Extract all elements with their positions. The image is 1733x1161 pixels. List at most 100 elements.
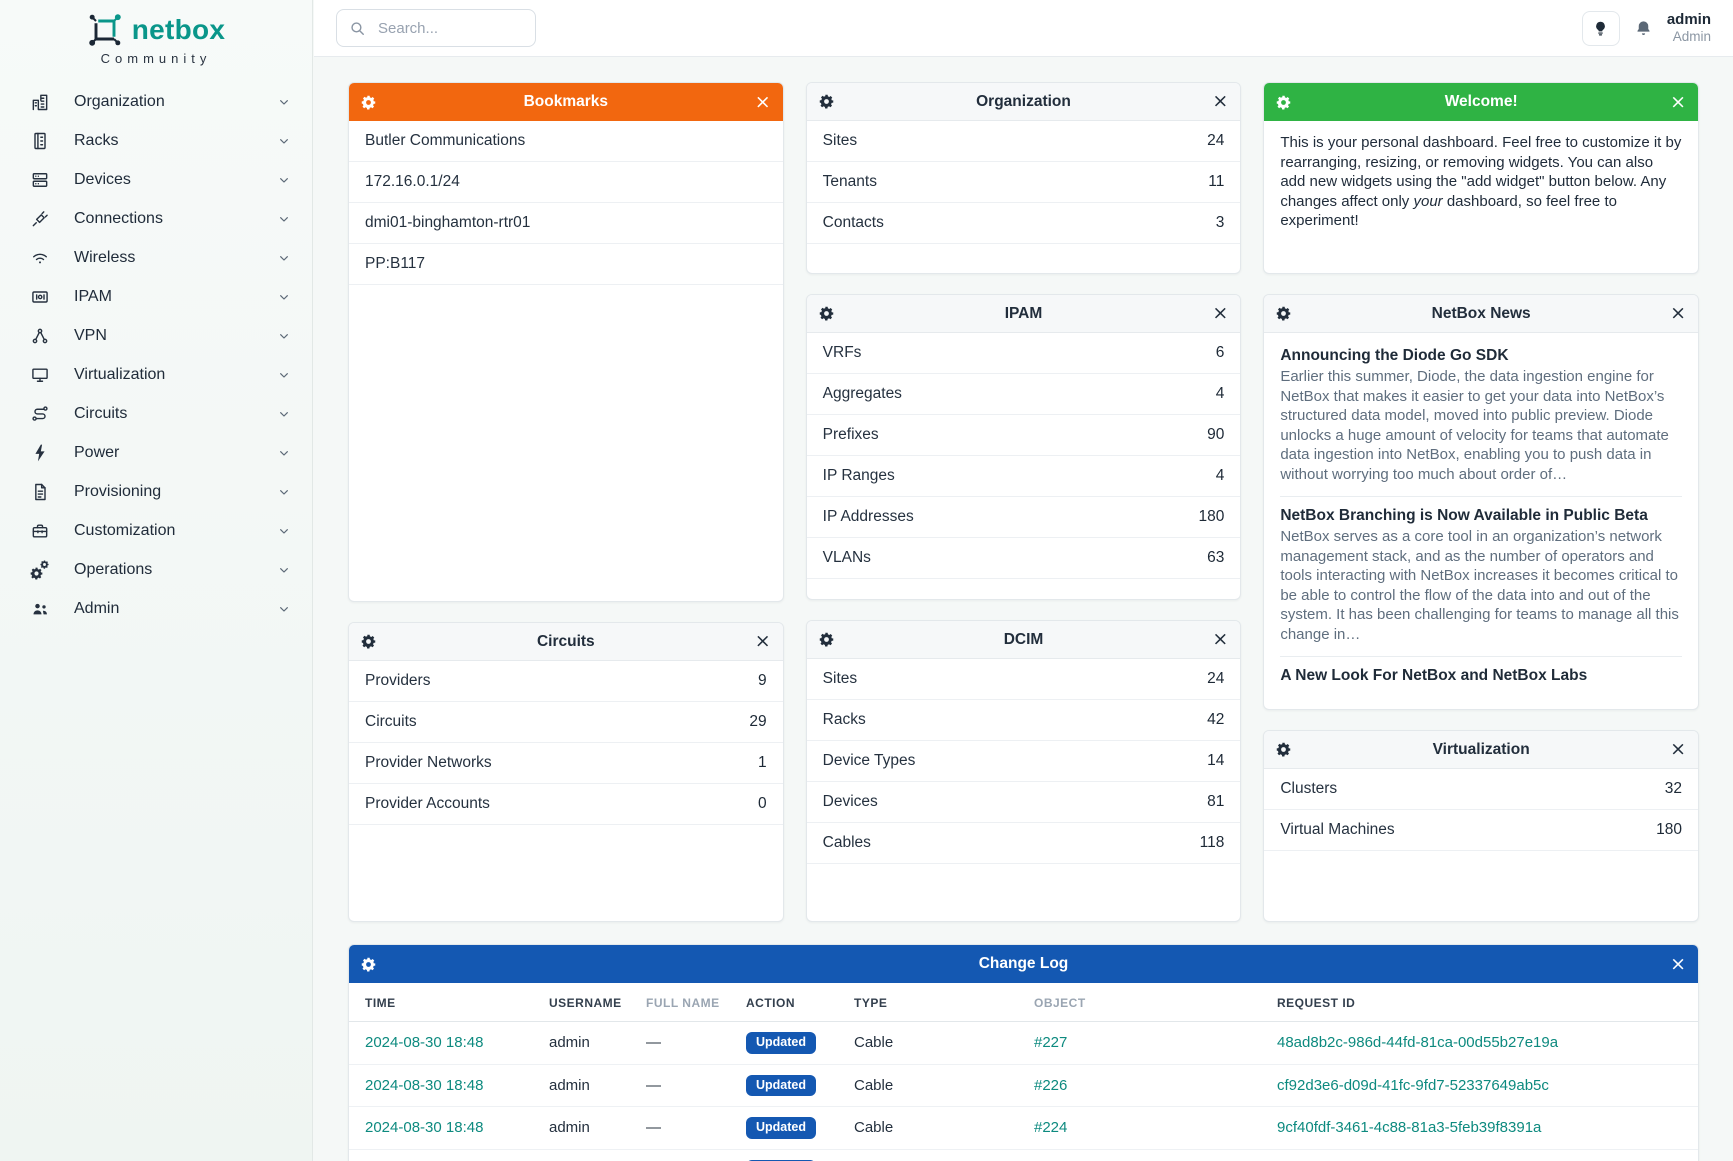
sidebar-item-vpn[interactable]: VPN [0, 316, 312, 355]
changelog-object-link[interactable]: #224 [1034, 1119, 1068, 1137]
stat-label[interactable]: Cables [822, 834, 871, 851]
widget-close-button[interactable]: × [1212, 92, 1228, 111]
sidebar-item-wireless[interactable]: Wireless [0, 238, 312, 277]
widget-close-button[interactable]: × [1212, 630, 1228, 649]
widget-close-button[interactable]: × [755, 632, 771, 651]
stat-label[interactable]: Prefixes [822, 426, 879, 443]
widget-config-button[interactable] [819, 306, 834, 321]
sidebar-item-racks[interactable]: Racks [0, 121, 312, 160]
sidebar-item-customization[interactable]: Customization [0, 511, 312, 550]
notifications-button[interactable] [1634, 19, 1653, 38]
sidebar-item-connections[interactable]: Connections [0, 199, 312, 238]
widget-close-button[interactable]: × [754, 90, 771, 113]
sidebar-item-organization[interactable]: Organization [0, 82, 312, 121]
search-box[interactable] [336, 9, 536, 47]
widget-close-button[interactable]: × [1670, 304, 1686, 323]
changelog-request-id-link[interactable]: 9cf40fdf-3461-4c88-81a3-5feb39f8391a [1277, 1119, 1542, 1137]
stat-value[interactable]: 118 [1199, 834, 1225, 851]
bookmark-item[interactable]: Butler Communications [349, 121, 783, 162]
sidebar-item-devices[interactable]: Devices [0, 160, 312, 199]
bookmark-item[interactable]: PP:B117 [349, 244, 783, 285]
changelog-object-link[interactable]: #226 [1034, 1076, 1068, 1094]
stat-value[interactable]: 29 [749, 713, 767, 730]
changelog-time-link[interactable]: 2024-08-30 18:48 [365, 1076, 484, 1094]
widget-config-button[interactable] [1276, 95, 1291, 110]
stat-label[interactable]: Device Types [822, 752, 916, 769]
stat-label[interactable]: Clusters [1280, 780, 1338, 797]
stat-value[interactable]: 6 [1215, 344, 1225, 361]
stat-value[interactable]: 3 [1215, 214, 1225, 231]
stat-value[interactable]: 11 [1208, 173, 1225, 190]
stat-value[interactable]: 42 [1207, 711, 1225, 728]
stat-label[interactable]: Racks [822, 711, 866, 728]
stat-label[interactable]: Virtual Machines [1280, 821, 1395, 838]
changelog-object-link[interactable]: #227 [1034, 1034, 1068, 1052]
stat-label[interactable]: Sites [822, 132, 858, 149]
widget-close-button[interactable]: × [1670, 740, 1686, 759]
widget-config-button[interactable] [1276, 742, 1291, 757]
column-header-time[interactable]: TIME [349, 983, 539, 1022]
stat-value[interactable]: 81 [1207, 793, 1225, 810]
stat-label[interactable]: Provider Networks [365, 754, 492, 771]
stat-label[interactable]: IP Ranges [822, 467, 895, 484]
column-header-request-id[interactable]: REQUEST ID [1267, 983, 1698, 1022]
stat-label[interactable]: VLANs [822, 549, 871, 566]
bookmark-item[interactable]: 172.16.0.1/24 [349, 162, 783, 203]
stat-value[interactable]: 24 [1207, 670, 1225, 687]
column-header-type[interactable]: TYPE [844, 983, 1024, 1022]
bookmark-item[interactable]: dmi01-binghamton-rtr01 [349, 203, 783, 244]
column-header-username[interactable]: USERNAME [539, 983, 636, 1022]
stat-value[interactable]: 9 [758, 672, 767, 689]
changelog-time-link[interactable]: 2024-08-30 18:48 [365, 1034, 484, 1052]
sidebar-item-operations[interactable]: Operations [0, 550, 312, 589]
stat-value[interactable]: 180 [1656, 821, 1682, 838]
changelog-request-id-link[interactable]: 48ad8b2c-986d-44fd-81ca-00d55b27e19a [1277, 1034, 1559, 1052]
widget-config-button[interactable] [1276, 306, 1291, 321]
stat-label[interactable]: Circuits [365, 713, 417, 730]
sidebar-item-provisioning[interactable]: Provisioning [0, 472, 312, 511]
news-headline-link[interactable]: Announcing the Diode Go SDK [1280, 347, 1509, 364]
stat-label[interactable]: Contacts [822, 214, 884, 231]
stat-label[interactable]: VRFs [822, 344, 862, 361]
stat-value[interactable]: 4 [1215, 385, 1225, 402]
column-header-action[interactable]: ACTION [736, 983, 844, 1022]
stat-label[interactable]: Providers [365, 672, 431, 689]
theme-toggle-button[interactable] [1581, 10, 1620, 46]
netbox-logo[interactable]: netbox Community [0, 0, 312, 66]
stat-label[interactable]: Provider Accounts [365, 795, 490, 812]
widget-config-button[interactable] [819, 94, 834, 109]
stat-value[interactable]: 24 [1207, 132, 1225, 149]
sidebar-item-power[interactable]: Power [0, 433, 312, 472]
search-input[interactable] [376, 18, 516, 38]
widget-close-button[interactable]: × [1212, 304, 1228, 323]
widget-config-button[interactable] [361, 957, 376, 972]
stat-label[interactable]: Aggregates [822, 385, 902, 402]
sidebar-item-circuits[interactable]: Circuits [0, 394, 312, 433]
stat-value[interactable]: 14 [1207, 752, 1225, 769]
sidebar-item-ipam[interactable]: IPAM [0, 277, 312, 316]
widget-close-button[interactable]: × [1670, 954, 1686, 974]
stat-value[interactable]: 90 [1207, 426, 1225, 443]
sidebar-item-admin[interactable]: Admin [0, 589, 312, 628]
stat-label[interactable]: Sites [822, 670, 858, 687]
stat-label[interactable]: Tenants [822, 173, 877, 190]
news-headline-link[interactable]: NetBox Branching is Now Available in Pub… [1280, 507, 1648, 524]
close-icon: × [754, 90, 771, 113]
user-menu[interactable]: admin Admin [1667, 11, 1711, 45]
stat-value[interactable]: 0 [758, 795, 767, 812]
stat-value[interactable]: 1 [758, 754, 767, 771]
widget-config-button[interactable] [819, 632, 834, 647]
news-headline-link[interactable]: A New Look For NetBox and NetBox Labs [1280, 667, 1588, 684]
changelog-request-id-link[interactable]: cf92d3e6-d09d-41fc-9fd7-52337649ab5c [1277, 1076, 1549, 1094]
stat-value[interactable]: 32 [1664, 780, 1682, 797]
stat-value[interactable]: 63 [1207, 549, 1225, 566]
stat-label[interactable]: Devices [822, 793, 878, 810]
stat-value[interactable]: 180 [1198, 508, 1225, 525]
stat-value[interactable]: 4 [1215, 467, 1225, 484]
widget-config-button[interactable] [361, 95, 376, 110]
widget-close-button[interactable]: × [1670, 92, 1686, 112]
changelog-time-link[interactable]: 2024-08-30 18:48 [365, 1119, 484, 1137]
sidebar-item-virtualization[interactable]: Virtualization [0, 355, 312, 394]
widget-config-button[interactable] [361, 634, 376, 649]
stat-label[interactable]: IP Addresses [822, 508, 914, 525]
